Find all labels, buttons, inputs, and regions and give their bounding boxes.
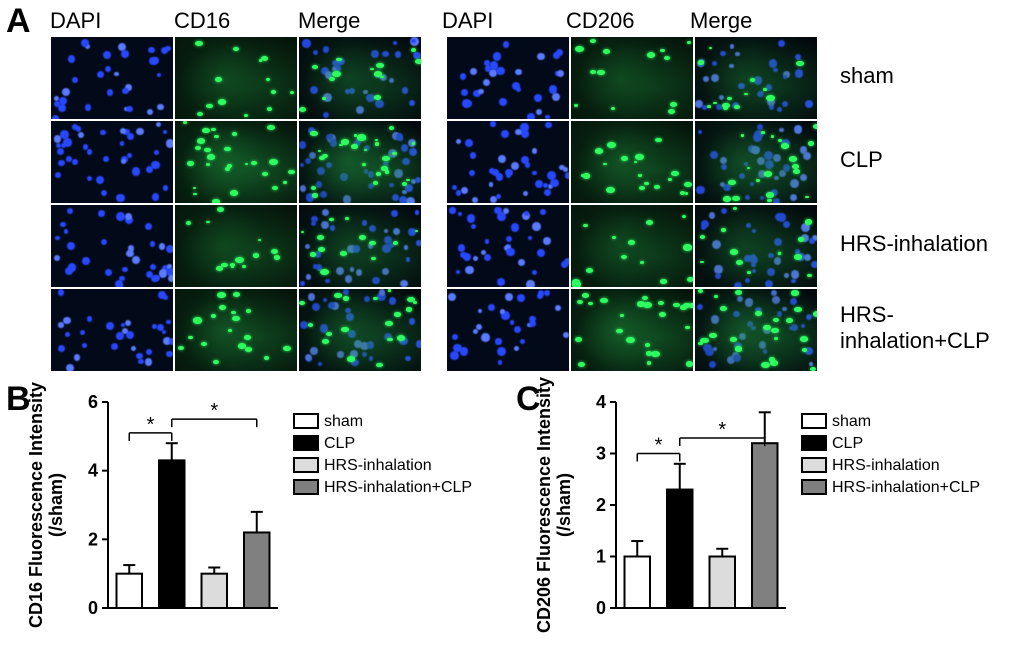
svg-text:sham: sham [832, 413, 871, 430]
row-label: HRS-inhalation [840, 202, 1008, 286]
if-row [50, 120, 422, 204]
svg-text:CD206 Fluorescence Intensity: CD206 Fluorescence Intensity [534, 377, 554, 633]
svg-text:1: 1 [596, 547, 606, 567]
svg-text:(/sham): (/sham) [554, 473, 574, 537]
col-header: CD16 [172, 8, 296, 34]
col-header: CD206 [564, 8, 688, 34]
svg-text:*: * [655, 435, 663, 457]
if-row [50, 204, 422, 288]
svg-text:*: * [718, 419, 726, 441]
svg-text:CLP: CLP [832, 435, 863, 452]
svg-text:4: 4 [88, 461, 98, 481]
svg-text:CD16 Fluorescence Intensity: CD16 Fluorescence Intensity [26, 382, 46, 628]
if-tile [298, 288, 422, 372]
if-tile [694, 120, 818, 204]
if-tile [50, 204, 174, 288]
row-label: sham [840, 34, 1008, 118]
if-tile [50, 288, 174, 372]
if-row [50, 288, 422, 372]
svg-text:6: 6 [88, 392, 98, 412]
panel-a: DAPI CD16 Merge DAPI CD206 Merge sham CL… [48, 8, 1008, 374]
if-tile [694, 36, 818, 120]
if-row [446, 204, 818, 288]
if-tile [298, 36, 422, 120]
svg-text:CLP: CLP [324, 435, 355, 452]
if-tile [50, 36, 174, 120]
if-row [446, 36, 818, 120]
if-tile [694, 204, 818, 288]
if-grid-right [444, 34, 820, 374]
svg-text:2: 2 [596, 495, 606, 515]
svg-text:HRS-inhalation: HRS-inhalation [832, 457, 940, 474]
col-header: Merge [296, 8, 420, 34]
if-row [446, 288, 818, 372]
svg-text:HRS-inhalation+CLP: HRS-inhalation+CLP [324, 479, 472, 496]
if-row [446, 120, 818, 204]
panel-a-grids: sham CLP HRS-inhalation HRS-inhalation+C… [48, 34, 1008, 374]
svg-text:0: 0 [596, 598, 606, 618]
if-tile [298, 120, 422, 204]
col-header: DAPI [48, 8, 172, 34]
if-grid-left [48, 34, 424, 374]
svg-text:HRS-inhalation: HRS-inhalation [324, 457, 432, 474]
if-tile [446, 204, 570, 288]
if-tile [694, 288, 818, 372]
row-label: CLP [840, 118, 1008, 202]
panel-a-col-headers: DAPI CD16 Merge DAPI CD206 Merge [48, 8, 1008, 34]
if-tile [446, 288, 570, 372]
if-tile [50, 120, 174, 204]
svg-text:2: 2 [88, 529, 98, 549]
if-row [50, 36, 422, 120]
col-header: Merge [688, 8, 812, 34]
figure-root: A DAPI CD16 Merge DAPI CD206 Merge sham … [0, 0, 1020, 652]
col-header: DAPI [440, 8, 564, 34]
if-tile [298, 204, 422, 288]
if-tile [174, 288, 298, 372]
if-tile [570, 288, 694, 372]
panel-a-label: A [6, 2, 31, 41]
svg-text:sham: sham [324, 413, 363, 430]
chart-cd16: 0246**CD16 Fluorescence Intensity(/sham)… [28, 388, 508, 648]
svg-text:3: 3 [596, 444, 606, 464]
if-tile [446, 120, 570, 204]
svg-text:4: 4 [596, 392, 606, 412]
svg-text:0: 0 [88, 598, 98, 618]
if-tile [570, 36, 694, 120]
row-labels: sham CLP HRS-inhalation HRS-inhalation+C… [840, 34, 1008, 374]
if-tile [174, 204, 298, 288]
if-tile [570, 204, 694, 288]
if-tile [174, 120, 298, 204]
if-tile [570, 120, 694, 204]
svg-text:HRS-inhalation+CLP: HRS-inhalation+CLP [832, 479, 980, 496]
svg-text:(/sham): (/sham) [46, 473, 66, 537]
svg-text:*: * [147, 414, 155, 436]
if-tile [446, 36, 570, 120]
svg-text:*: * [210, 400, 218, 422]
chart-cd206: 01234**CD206 Fluorescence Intensity(/sha… [536, 388, 1016, 648]
if-tile [174, 36, 298, 120]
row-label: HRS-inhalation+CLP [840, 286, 1008, 370]
